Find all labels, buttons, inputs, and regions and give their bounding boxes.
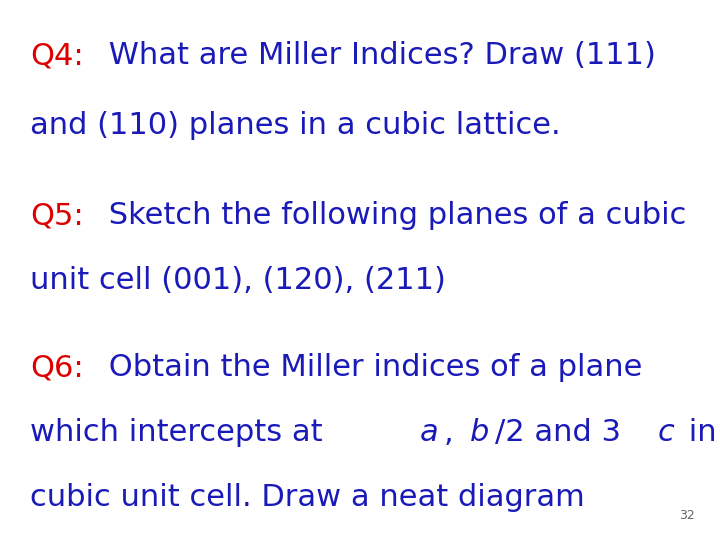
Text: and (110) planes in a cubic lattice.: and (110) planes in a cubic lattice. <box>30 111 561 140</box>
Text: b: b <box>469 418 489 447</box>
Text: ,: , <box>444 418 464 447</box>
Text: Q4:: Q4: <box>30 41 84 70</box>
Text: Q5:: Q5: <box>30 201 84 230</box>
Text: Q6:: Q6: <box>30 353 84 382</box>
Text: c: c <box>657 418 674 447</box>
Text: a: a <box>420 418 439 447</box>
Text: 32: 32 <box>679 509 695 522</box>
Text: Obtain the Miller indices of a plane: Obtain the Miller indices of a plane <box>99 353 642 382</box>
Text: which intercepts at: which intercepts at <box>30 418 333 447</box>
Text: in simple: in simple <box>679 418 720 447</box>
Text: What are Miller Indices? Draw (111): What are Miller Indices? Draw (111) <box>99 41 656 70</box>
Text: unit cell (001), (120), (211): unit cell (001), (120), (211) <box>30 266 446 295</box>
Text: /2 and 3: /2 and 3 <box>495 418 621 447</box>
Text: cubic unit cell. Draw a neat diagram: cubic unit cell. Draw a neat diagram <box>30 483 585 512</box>
Text: Sketch the following planes of a cubic: Sketch the following planes of a cubic <box>99 201 687 230</box>
